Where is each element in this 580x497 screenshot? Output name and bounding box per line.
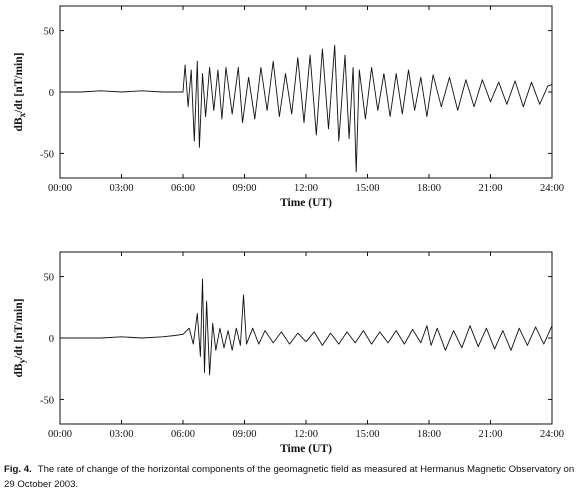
x-tick-label: 00:00 [48,429,72,440]
x-tick-label: 03:00 [110,429,134,440]
y-tick-label: 0 [49,334,54,345]
x-tick-label: 24:00 [540,183,564,194]
x-tick-label: 09:00 [233,429,257,440]
plot-frame [59,251,553,425]
y-tick-label: -50 [40,149,54,160]
x-tick-label: 06:00 [171,429,195,440]
x-tick-label: 03:00 [110,183,134,194]
x-axis-label: Time (UT) [280,197,332,209]
y-tick-label: 50 [44,27,55,38]
x-tick-label: 09:00 [233,183,257,194]
panel-dbx: 00:00 03:00 06:00 09:00 12:00 15:00 18:00 21:00… [13,5,564,209]
x-tick-label: 18:00 [417,183,441,194]
y-tick-label: -50 [40,395,54,406]
x-tick-label: 00:00 [48,183,72,194]
caption-text: The rate of change of the horizontal com… [4,464,575,490]
y-axis-label: dBx/dt [nT/min] [13,53,27,132]
panel-dby: 00:00 03:00 06:00 09:00 12:00 15:00 18:00 21:00… [13,251,564,455]
caption-label: Fig. 4. [4,464,32,475]
series-line [60,278,553,376]
x-tick-label: 12:00 [294,429,318,440]
x-axis-label: Time (UT) [280,443,332,455]
x-tick-label: 15:00 [356,429,380,440]
y-axis-label: dBy/dt [nT/min] [13,299,27,378]
x-tick-label: 06:00 [171,183,195,194]
x-tick-label: 21:00 [479,183,503,194]
x-tick-label: 15:00 [356,183,380,194]
x-tick-label: 18:00 [417,429,441,440]
series-line [60,44,553,173]
y-tick-label: 50 [44,273,55,284]
x-tick-label: 12:00 [294,183,318,194]
x-tick-label: 24:00 [540,429,564,440]
figure-caption: Fig. 4. The rate of change of the horizon… [4,462,576,492]
x-tick-label: 21:00 [479,429,503,440]
y-tick-label: 0 [49,88,54,99]
